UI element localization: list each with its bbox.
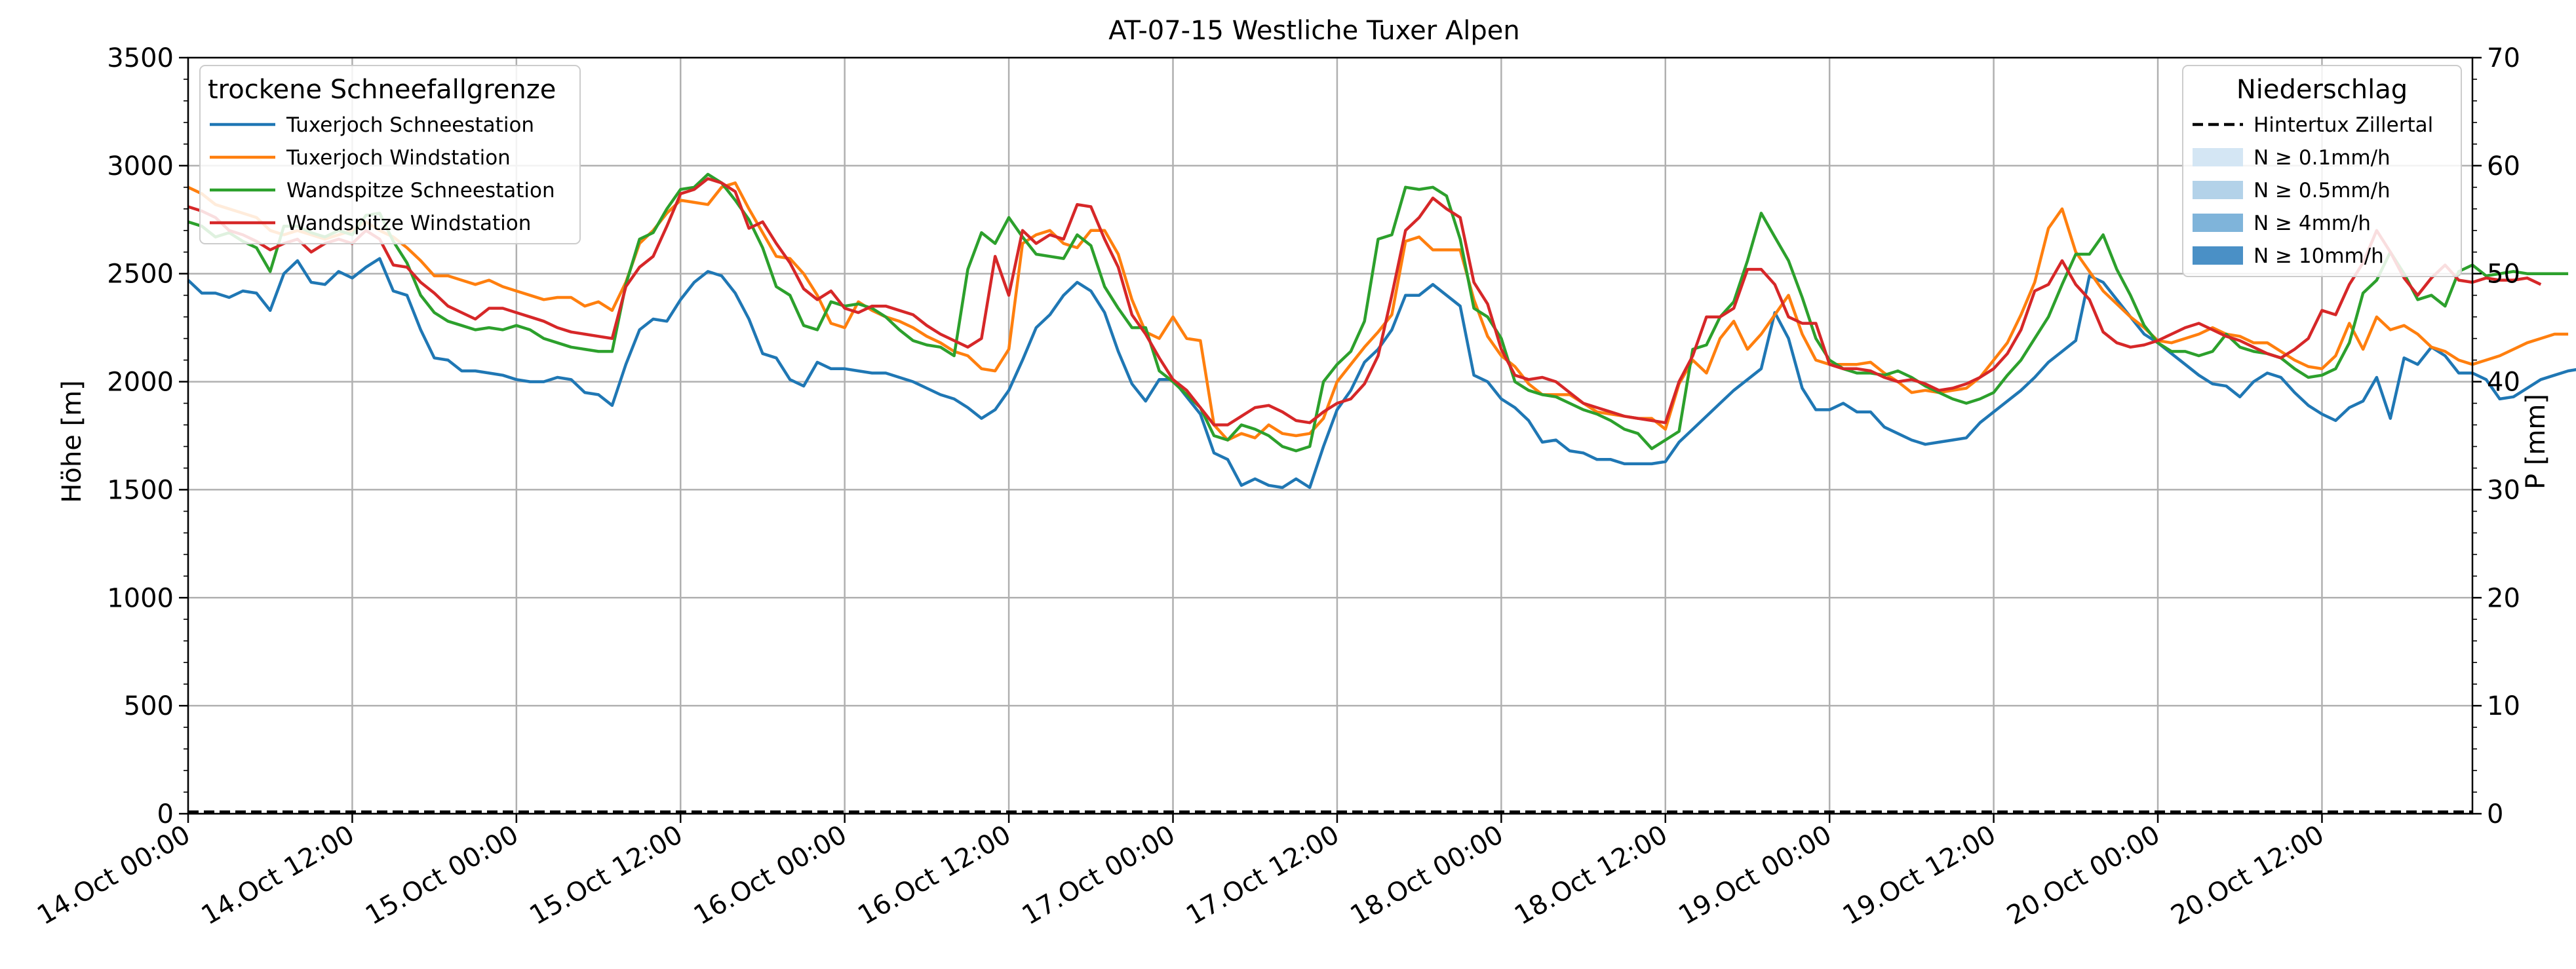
y-right-tick-label: 20: [2487, 583, 2520, 613]
legend-label: N ≥ 4mm/h: [2254, 212, 2371, 235]
y-right-tick-label: 70: [2487, 43, 2520, 73]
y-tick-label: 1000: [107, 583, 174, 613]
x-tick-label: 17.Oct 00:00: [1017, 820, 1181, 931]
x-tick-label: 15.Oct 12:00: [524, 820, 688, 931]
legend-box: [2182, 65, 2462, 277]
y-axis-label-right: P [mm]: [2521, 394, 2551, 489]
y-tick-label: 3500: [107, 43, 174, 73]
y-right-tick-label: 0: [2487, 799, 2503, 829]
y-axis-label-left: Höhe [m]: [57, 380, 87, 503]
x-tick-label: 16.Oct 00:00: [689, 820, 852, 931]
x-tick-label: 20.Oct 12:00: [2166, 820, 2330, 931]
x-tick-label: 20.Oct 00:00: [2002, 820, 2165, 931]
legend-swatch: [2193, 181, 2243, 199]
y-right-tick-label: 10: [2487, 691, 2520, 721]
legend-label: N ≥ 0.1mm/h: [2254, 146, 2391, 170]
legend-title: trockene Schneefallgrenze: [208, 75, 556, 105]
x-tick-label: 19.Oct 12:00: [1838, 820, 2001, 931]
legend-precipitation: Niederschlag Hintertux Zillertal N ≥ 0.1mm…: [2182, 65, 2462, 277]
plot-frame: [187, 56, 2474, 815]
y-right-tick-label: 60: [2487, 151, 2520, 181]
y-tick-label: 500: [124, 691, 174, 721]
x-tick-label: 19.Oct 00:00: [1673, 820, 1837, 931]
legend-label: N ≥ 10mm/h: [2254, 244, 2384, 268]
legend-label: Hintertux Zillertal: [2254, 113, 2433, 137]
y-tick-label: 2000: [107, 368, 174, 398]
x-tick-label: 14.Oct 00:00: [32, 820, 195, 931]
y-tick-label: 2500: [107, 259, 174, 290]
legend-box: [199, 65, 581, 244]
legend-label: Tuxerjoch Windstation: [286, 146, 511, 170]
x-tick-label: 15.Oct 00:00: [361, 820, 524, 931]
x-tick-label: 17.Oct 12:00: [1181, 820, 1344, 931]
grid: [187, 56, 2472, 815]
y-right-tick-label: 40: [2487, 368, 2520, 398]
legend-swatch: [2193, 214, 2243, 232]
series-line-wandspitze-schneestation: [187, 172, 2569, 453]
chart-title: AT-07-15 Westliche Tuxer Alpen: [1108, 16, 1519, 46]
legend-snowline: trockene Schneefallgrenze Tuxerjoch Schne…: [199, 65, 581, 244]
series-line-tuxerjoch-schneestation: [187, 257, 2576, 489]
y-right-tick-label: 50: [2487, 259, 2520, 290]
legend-label: Wandspitze Schneestation: [286, 179, 555, 202]
legend-label: Tuxerjoch Schneestation: [286, 113, 534, 137]
y-tick-label: 3000: [107, 151, 174, 181]
y-tick-label: 1500: [107, 475, 174, 505]
x-tick-label: 18.Oct 12:00: [1510, 820, 1673, 931]
y-right-tick-label: 30: [2487, 475, 2520, 505]
series-group: [187, 172, 2576, 813]
legend-swatch: [2193, 148, 2243, 166]
x-tick-label: 14.Oct 12:00: [197, 820, 360, 931]
legend-label: Wandspitze Windstation: [286, 212, 531, 235]
x-tick-label: 18.Oct 00:00: [1346, 820, 1509, 931]
legend-swatch: [2193, 246, 2243, 265]
series-line-tuxerjoch-windstation: [187, 181, 2569, 442]
y-tick-label: 0: [157, 799, 174, 829]
series-line-wandspitze-windstation: [187, 177, 2542, 427]
legend-label: N ≥ 0.5mm/h: [2254, 179, 2391, 202]
x-tick-label: 16.Oct 12:00: [853, 820, 1016, 931]
legend-title: Niederschlag: [2236, 75, 2408, 105]
